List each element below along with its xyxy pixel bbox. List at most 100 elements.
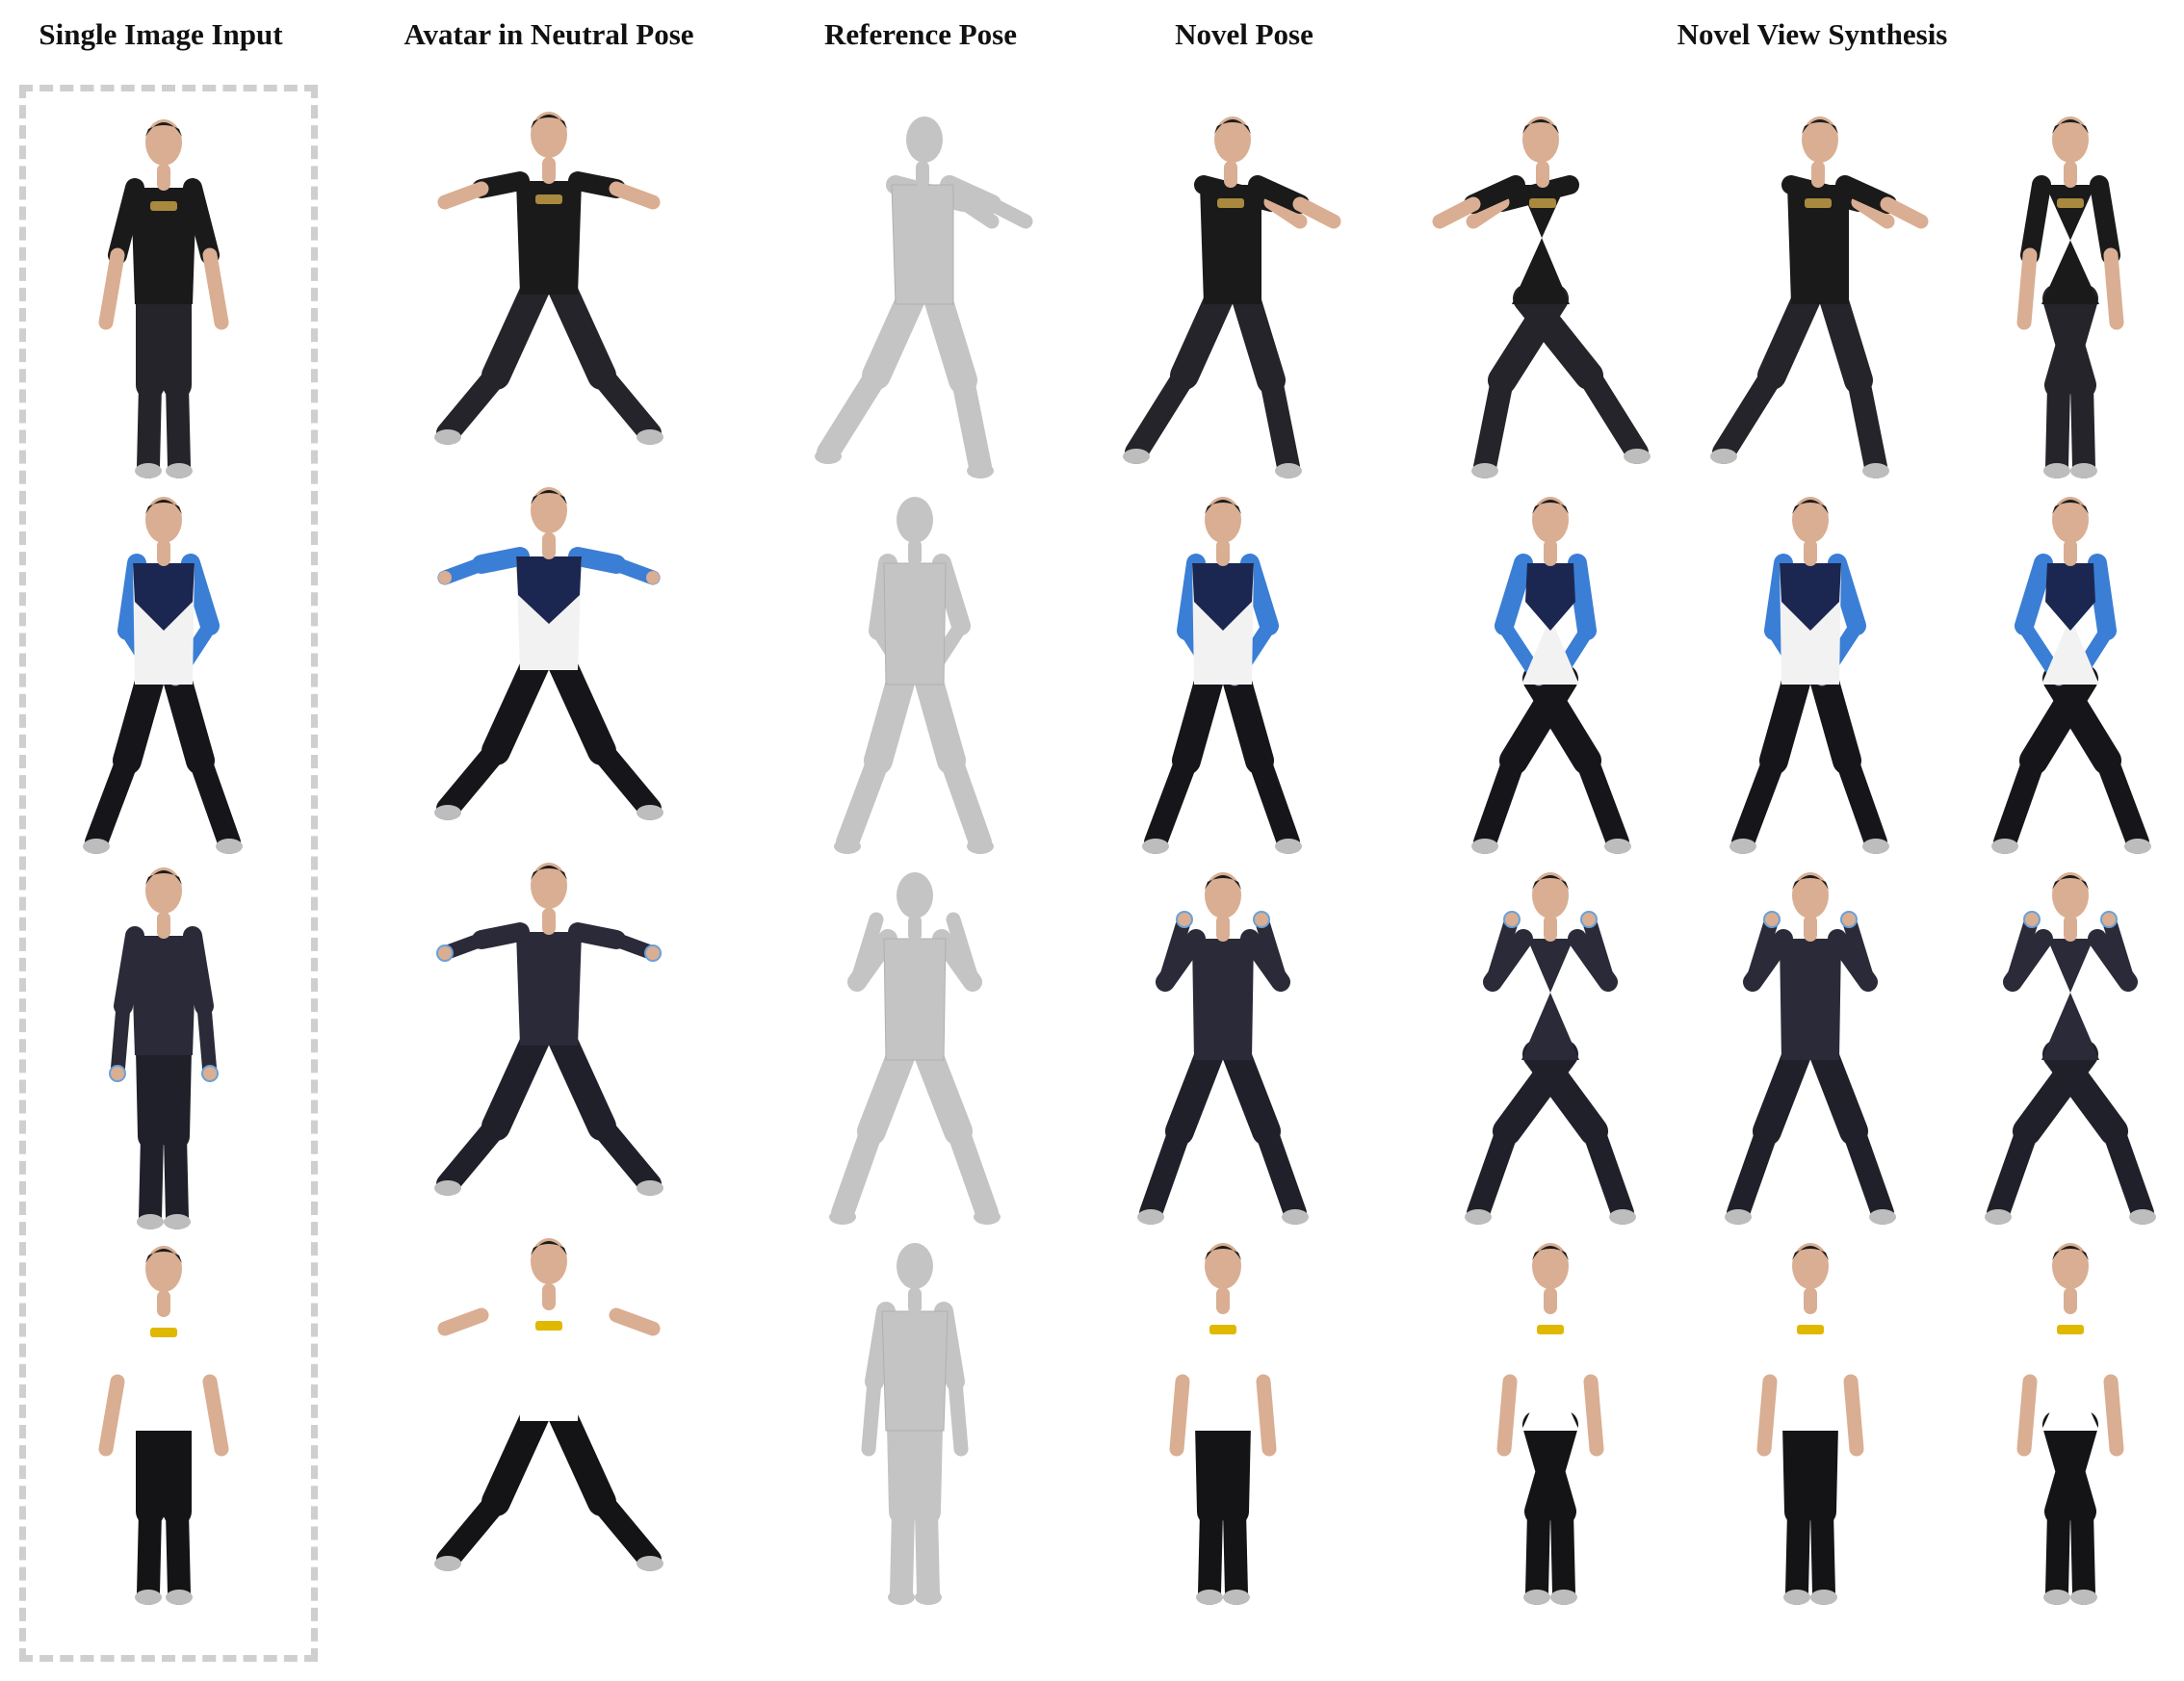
hair — [2052, 1246, 2089, 1260]
left-foot — [1137, 1209, 1164, 1225]
head — [1802, 116, 1838, 163]
left-upper-arm — [2090, 175, 2120, 265]
figure-row3-input — [48, 847, 279, 1232]
jacket-yoke — [1192, 563, 1254, 631]
right-upper-arm — [1464, 175, 1525, 214]
right-foot — [1862, 463, 1889, 478]
jacket-yoke — [2045, 563, 2095, 631]
left-foot — [434, 429, 461, 445]
hair — [1792, 1246, 1829, 1260]
left-hand — [111, 1067, 124, 1080]
right-forearm — [1256, 1374, 1277, 1457]
left-foot — [829, 1209, 856, 1225]
left-forearm — [98, 247, 125, 330]
right-forearm — [948, 1374, 969, 1457]
right-shin — [1525, 1500, 1550, 1605]
hair — [1792, 875, 1829, 890]
right-hand — [1914, 215, 1928, 228]
human-figure-render — [109, 867, 219, 1229]
torso — [131, 188, 196, 304]
figure-row4-novel-view-2 — [1676, 1223, 1945, 1608]
right-foot — [1869, 1209, 1896, 1225]
right-thigh — [1819, 284, 1873, 395]
right-thigh — [1493, 1040, 1578, 1146]
right-hand — [646, 1322, 660, 1335]
right-foot — [1223, 1590, 1250, 1605]
left-thigh — [1782, 1410, 1813, 1526]
left-hand — [99, 316, 113, 329]
left-shin — [1575, 749, 1629, 854]
hair — [2052, 119, 2089, 134]
left-foot — [2070, 1590, 2097, 1605]
right-hand — [2017, 316, 2031, 329]
left-hand — [862, 1442, 875, 1456]
left-hand — [1178, 913, 1191, 926]
left-thigh — [481, 650, 550, 765]
right-thigh — [548, 1401, 616, 1516]
right-thigh — [1222, 664, 1274, 775]
right-foot — [2043, 463, 2070, 478]
figure-row4-novel-view-1 — [1425, 1223, 1676, 1608]
left-foot — [1550, 1590, 1577, 1605]
human-figure-render — [434, 112, 663, 445]
human-figure-render — [1137, 872, 1309, 1225]
left-shin — [1198, 1500, 1223, 1605]
human-figure-render — [1756, 1243, 1864, 1605]
right-shin — [915, 1500, 940, 1605]
right-forearm — [1485, 912, 1520, 990]
right-shin — [1847, 369, 1887, 478]
shirt-logo — [1529, 198, 1556, 208]
left-foot — [1729, 839, 1756, 854]
left-forearm — [1756, 1374, 1778, 1457]
torso — [2041, 1311, 2099, 1431]
human-figure-render — [1471, 497, 1631, 854]
left-thigh — [481, 1025, 550, 1141]
human-figure-render — [1465, 872, 1636, 1225]
right-foot — [637, 1180, 663, 1196]
left-foot — [2129, 1209, 2156, 1225]
torso — [516, 181, 582, 295]
left-forearm — [2101, 912, 2136, 990]
right-forearm — [1254, 912, 1288, 990]
right-foot — [166, 463, 193, 478]
left-shin — [139, 1125, 164, 1229]
figure-row4-neutral — [342, 1223, 756, 1608]
right-shin — [590, 739, 662, 820]
right-forearm — [202, 247, 229, 330]
left-foot — [434, 805, 461, 820]
right-shin — [590, 364, 662, 445]
shirt-logo — [2057, 1325, 2084, 1334]
torso — [881, 1310, 949, 1432]
right-shin — [1255, 1120, 1307, 1225]
left-forearm — [1157, 912, 1192, 990]
right-thigh — [1232, 284, 1286, 395]
shirt-logo — [1209, 1325, 1236, 1334]
right-shin — [1987, 1120, 2039, 1225]
left-thigh — [1753, 1040, 1811, 1146]
torso — [1200, 185, 1261, 304]
right-hand — [1842, 913, 1856, 926]
right-shin — [951, 369, 992, 478]
left-shin — [1731, 749, 1785, 854]
left-hand — [1582, 913, 1596, 926]
human-figure-render — [1710, 116, 1929, 478]
left-foot — [137, 1214, 164, 1229]
right-shin — [1842, 1120, 1894, 1225]
human-figure-render — [98, 1246, 229, 1605]
head — [2052, 872, 2089, 918]
head — [1532, 1243, 1569, 1289]
left-thigh — [136, 1035, 167, 1151]
left-foot — [135, 463, 162, 478]
figure-row1-input — [48, 96, 279, 481]
left-thigh — [1759, 664, 1811, 775]
right-shin — [1248, 749, 1300, 854]
head — [1205, 1243, 1241, 1289]
human-figure-render — [1432, 116, 1651, 478]
head — [1792, 497, 1829, 543]
right-thigh — [914, 1040, 973, 1146]
left-shin — [436, 364, 507, 445]
head — [897, 1243, 933, 1289]
human-figure-render — [815, 116, 1033, 478]
left-hand — [2102, 913, 2116, 926]
shirt-logo — [535, 1321, 562, 1331]
